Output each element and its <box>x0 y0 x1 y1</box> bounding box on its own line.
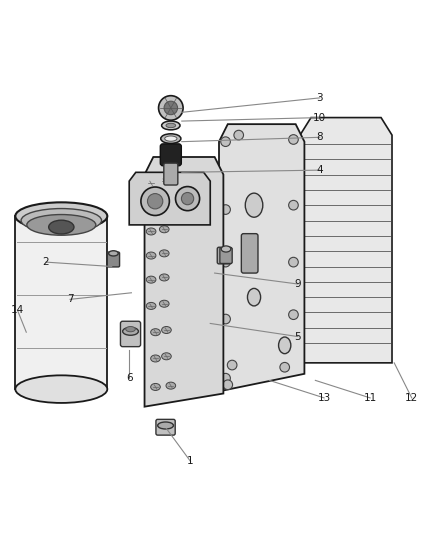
Ellipse shape <box>126 327 135 332</box>
Circle shape <box>221 257 230 267</box>
Ellipse shape <box>15 375 107 403</box>
Ellipse shape <box>279 337 291 354</box>
Ellipse shape <box>245 193 263 217</box>
Text: 11: 11 <box>364 393 377 403</box>
Ellipse shape <box>49 220 74 234</box>
FancyBboxPatch shape <box>241 233 258 273</box>
Ellipse shape <box>159 274 169 281</box>
Ellipse shape <box>146 228 156 235</box>
Circle shape <box>227 360 237 370</box>
FancyBboxPatch shape <box>160 144 181 166</box>
Polygon shape <box>15 216 107 389</box>
FancyBboxPatch shape <box>164 163 178 185</box>
Text: 9: 9 <box>294 279 301 289</box>
Ellipse shape <box>151 329 160 336</box>
FancyBboxPatch shape <box>220 248 232 263</box>
Ellipse shape <box>141 187 170 215</box>
Ellipse shape <box>151 355 160 362</box>
Text: 5: 5 <box>294 332 301 342</box>
Circle shape <box>221 374 230 383</box>
Text: 1: 1 <box>187 456 194 466</box>
Circle shape <box>223 380 233 390</box>
FancyBboxPatch shape <box>107 252 120 267</box>
FancyBboxPatch shape <box>120 321 141 346</box>
Ellipse shape <box>148 193 163 209</box>
Circle shape <box>280 362 290 372</box>
Ellipse shape <box>146 204 156 211</box>
Ellipse shape <box>159 177 169 184</box>
Text: 3: 3 <box>316 93 323 103</box>
Ellipse shape <box>166 123 176 128</box>
Ellipse shape <box>109 251 118 256</box>
Circle shape <box>221 314 230 324</box>
Circle shape <box>289 135 298 144</box>
Text: 7: 7 <box>67 294 74 304</box>
Ellipse shape <box>151 383 160 391</box>
Circle shape <box>289 257 298 267</box>
Ellipse shape <box>162 121 180 130</box>
Circle shape <box>289 200 298 210</box>
FancyBboxPatch shape <box>217 247 232 264</box>
Circle shape <box>289 310 298 319</box>
Circle shape <box>221 205 230 214</box>
Polygon shape <box>219 124 304 391</box>
Ellipse shape <box>161 134 181 143</box>
Ellipse shape <box>146 180 156 187</box>
Ellipse shape <box>159 226 169 233</box>
Ellipse shape <box>159 300 169 307</box>
Text: 6: 6 <box>126 373 133 383</box>
Ellipse shape <box>162 327 171 334</box>
Polygon shape <box>145 157 223 407</box>
Ellipse shape <box>159 201 169 209</box>
Ellipse shape <box>146 252 156 259</box>
Polygon shape <box>129 172 210 225</box>
Ellipse shape <box>247 288 261 306</box>
Circle shape <box>164 101 177 115</box>
Text: 10: 10 <box>313 112 326 123</box>
FancyBboxPatch shape <box>156 419 175 435</box>
Ellipse shape <box>166 382 176 389</box>
Ellipse shape <box>146 276 156 283</box>
Ellipse shape <box>146 302 156 310</box>
Text: 2: 2 <box>42 257 49 267</box>
Ellipse shape <box>21 208 102 232</box>
Ellipse shape <box>27 215 96 235</box>
Ellipse shape <box>221 246 231 252</box>
Circle shape <box>221 137 230 147</box>
Circle shape <box>159 96 183 120</box>
Ellipse shape <box>123 327 138 335</box>
Text: 8: 8 <box>316 132 323 142</box>
Text: 14: 14 <box>11 305 24 316</box>
Text: 13: 13 <box>318 393 331 403</box>
Ellipse shape <box>165 136 177 141</box>
Text: 4: 4 <box>316 165 323 175</box>
Ellipse shape <box>159 250 169 257</box>
Ellipse shape <box>15 203 107 230</box>
Ellipse shape <box>158 422 173 429</box>
Ellipse shape <box>181 192 194 205</box>
Circle shape <box>234 130 244 140</box>
Text: 12: 12 <box>405 393 418 403</box>
Polygon shape <box>300 118 392 363</box>
Ellipse shape <box>162 353 171 360</box>
Ellipse shape <box>176 187 200 211</box>
